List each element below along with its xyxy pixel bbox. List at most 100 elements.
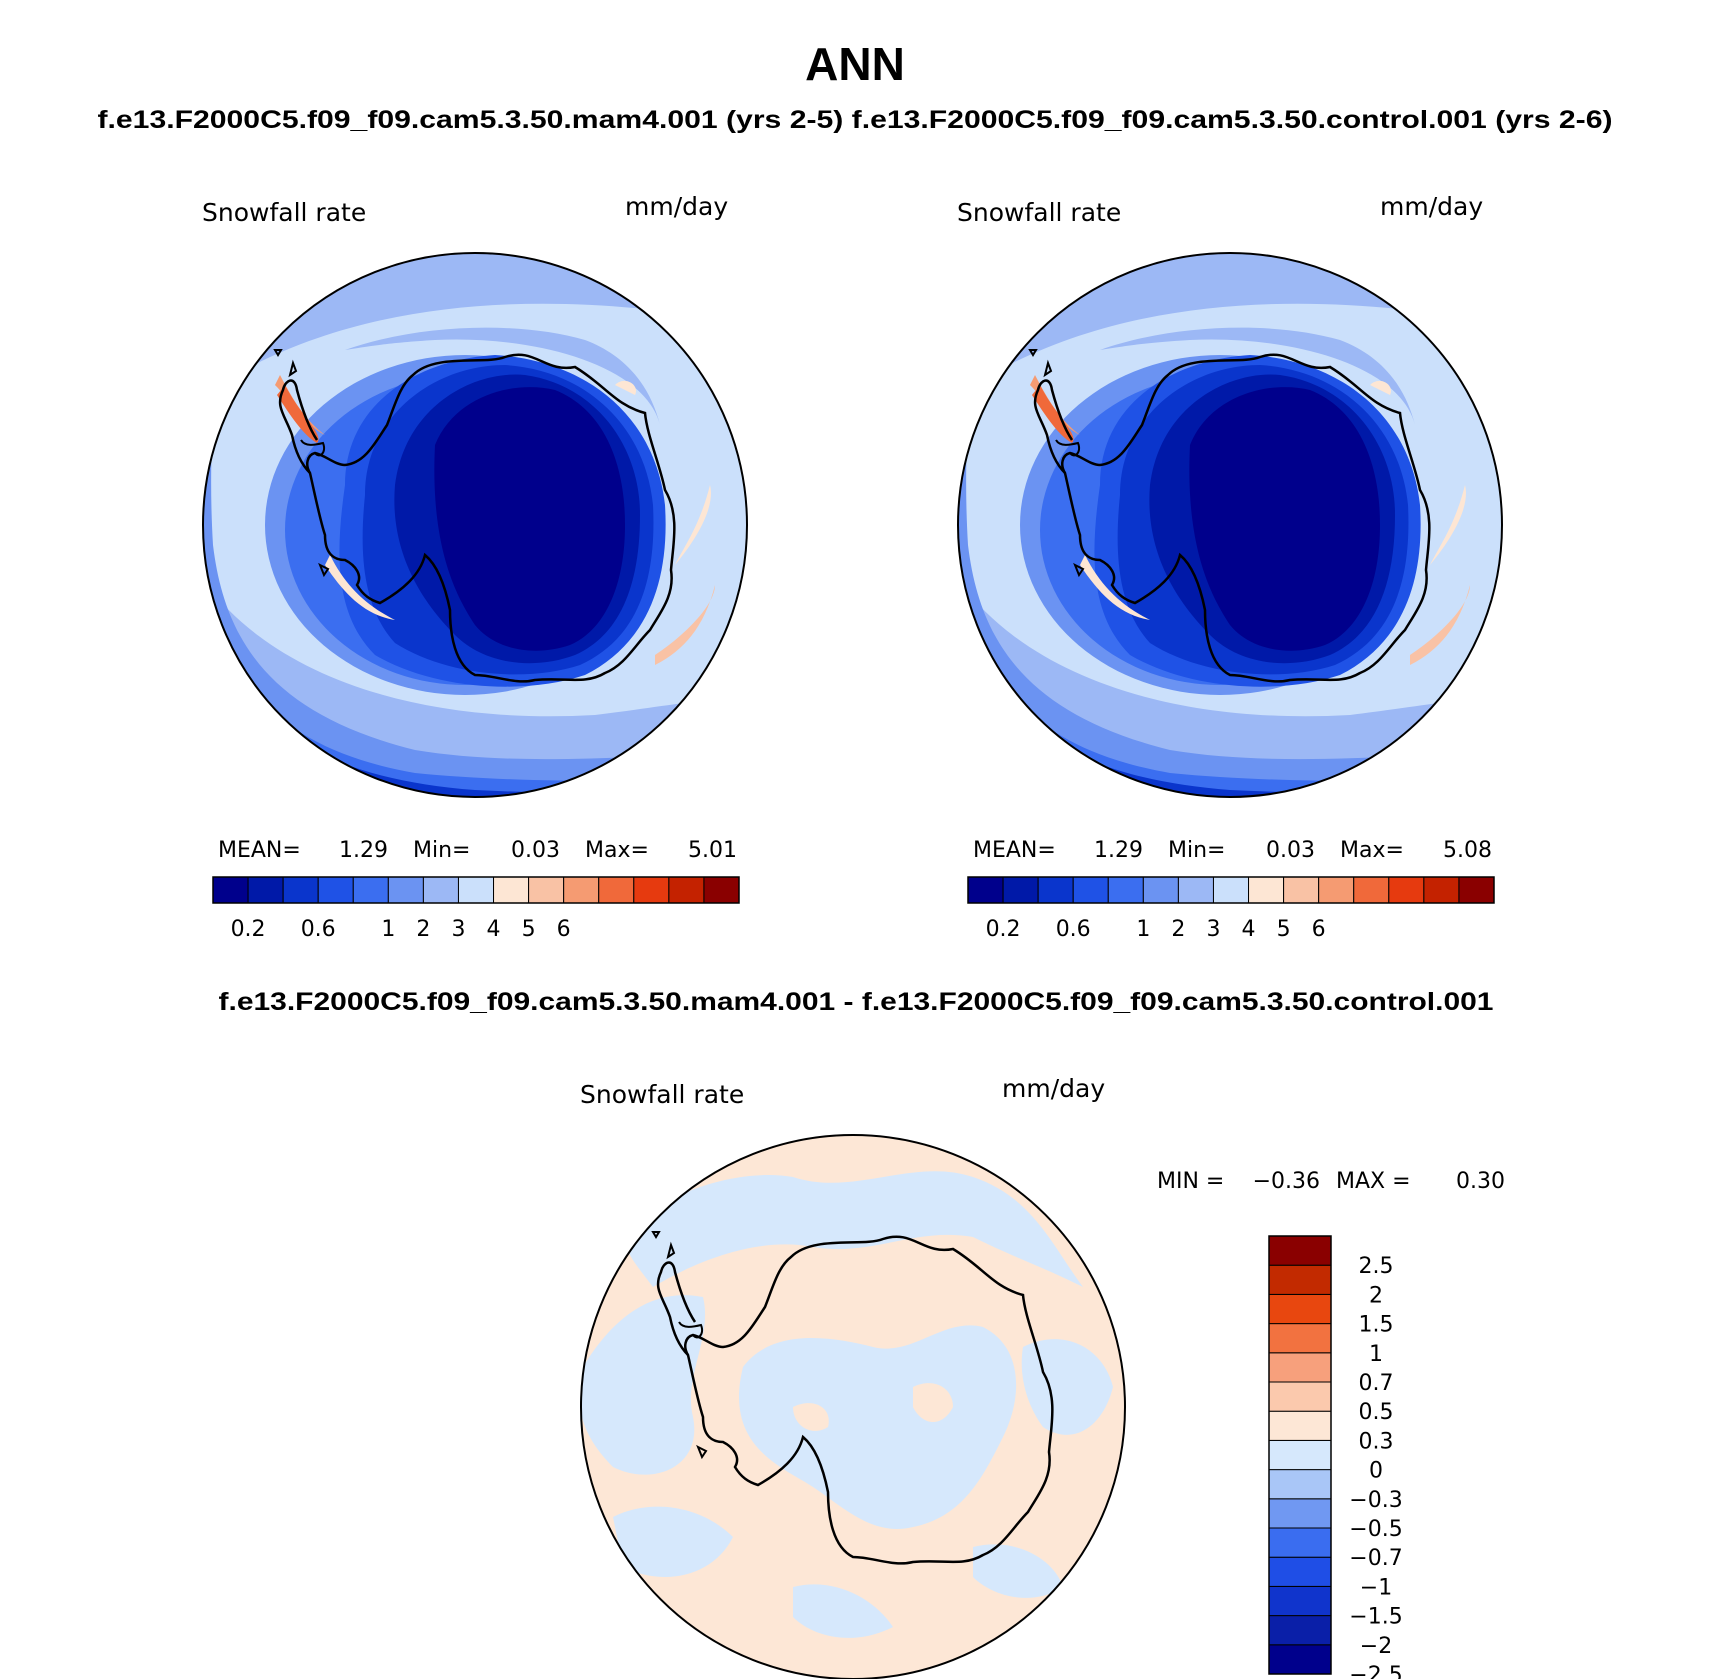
panel-diff-colorbar-swatch [1268, 1527, 1332, 1558]
panel-diff-max-value: 0.30 [1456, 1169, 1505, 1194]
panel-control-colorbar-frame [967, 876, 1495, 904]
panel-diff-colorbar-swatch [1268, 1644, 1332, 1675]
panel-diff-min-value: −0.36 [1253, 1169, 1320, 1194]
panel-control-colorbar-swatch [1212, 876, 1250, 904]
panel-mam4-colorbar-swatch [528, 876, 565, 904]
panel-control-colorbar-swatch [1072, 876, 1109, 904]
diff-header-title: f.e13.F2000C5.f09_f09.cam5.3.50.mam4.001… [219, 988, 1494, 1016]
panel-control-colorbar-swatch [967, 876, 1004, 904]
panel-control-mean-value: 1.29 [1094, 838, 1143, 863]
panel-mam4-colorbar-swatch [668, 876, 705, 904]
panel-mam4-colorbar-swatch [212, 876, 249, 904]
panel-mam4-colorbar-tick-label: 0.6 [301, 917, 336, 942]
panel-mam4-variable: Snowfall rate [202, 198, 366, 227]
panel-control-min-value: 0.03 [1266, 838, 1315, 863]
panel-diff-colorbar-tick-label: 1.5 [1359, 1313, 1394, 1338]
panel-diff-colorbar-swatch [1268, 1352, 1332, 1383]
panel-diff-units: mm/day [1002, 1074, 1105, 1103]
panel-control-colorbar-swatch [1037, 876, 1074, 904]
panel-control-colorbar-swatch [1318, 876, 1355, 904]
panel-mam4-colorbar-tick-label: 4 [487, 917, 501, 942]
panel-mam4-colorbar-swatch [352, 876, 389, 904]
panel-mam4-mean-label: MEAN= [218, 838, 301, 863]
panel-diff-variable: Snowfall rate [580, 1080, 744, 1109]
panel-mam4-colorbar-swatch [563, 876, 600, 904]
panel-diff-colorbar-swatch [1268, 1469, 1332, 1500]
panel-diff-colorbar-tick-label: 0 [1369, 1459, 1383, 1484]
panel-control-min-label: Min= [1168, 838, 1225, 863]
panel-mam4-min-value: 0.03 [511, 838, 560, 863]
panel-mam4-map-border [202, 252, 748, 798]
panel-control-colorbar-tick-label: 0.6 [1056, 917, 1091, 942]
panel-control-map-border [957, 252, 1503, 798]
panel-control-map [958, 253, 1502, 797]
panel-mam4-colorbar-swatch [317, 876, 354, 904]
panel-diff-colorbar-tick-label: 1 [1369, 1342, 1383, 1367]
panel-diff-map-border [580, 1134, 1126, 1679]
panel-control-colorbar-swatch [1353, 876, 1390, 904]
panel-control-colorbar: 0.2 0.6 1 2 3 4 5 6 [967, 876, 1495, 942]
panel-diff-colorbar-tick-label: 0.5 [1359, 1400, 1394, 1425]
panel-mam4-map [203, 253, 747, 797]
panel-diff-colorbar-tick-label: 0.7 [1359, 1371, 1394, 1396]
panel-mam4-colorbar-tick-label: 1 [381, 917, 395, 942]
panel-control-mean-label: MEAN= [973, 838, 1056, 863]
panel-mam4-colorbar-swatch [598, 876, 635, 904]
panel-diff-colorbar-swatch [1268, 1381, 1332, 1412]
panel-control-stats: MEAN= 1.29 Min= 0.03 Max= 5.08 [973, 838, 1492, 863]
panel-control-colorbar-swatch [1388, 876, 1425, 904]
panel-control-colorbar-swatch [1142, 876, 1179, 904]
panel-diff-colorbar-tick-label: −1 [1360, 1575, 1392, 1600]
panel-control-colorbar-swatch [1248, 876, 1285, 904]
panel-diff-colorbar-tick-label: −0.5 [1349, 1517, 1402, 1542]
panel-diff-colorbar-swatch [1268, 1293, 1332, 1325]
panel-diff-colorbar-frame [1268, 1235, 1332, 1675]
panel-control-colorbar-swatch [1423, 876, 1460, 904]
panel-control-colorbar-swatch [1283, 876, 1320, 904]
panel-diff-colorbar-swatch [1268, 1264, 1332, 1295]
panel-diff-max-label: MAX = [1336, 1169, 1411, 1194]
panel-diff-colorbar-swatch [1268, 1498, 1332, 1529]
panel-mam4-units: mm/day [625, 192, 728, 221]
panel-mam4-stats: MEAN= 1.29 Min= 0.03 Max= 5.01 [218, 838, 737, 863]
panel-diff-colorbar: 2.5 2 1.5 1 0.7 0.5 0.3 0 −0.3 −0.5 −0.7 −1 −1.5 −2 −2… [1268, 1235, 1403, 1679]
panel-mam4-colorbar-swatch [247, 876, 284, 904]
panel-diff-colorbar-tick-label: 2 [1369, 1283, 1383, 1308]
panel-mam4-colorbar-swatch [633, 876, 670, 904]
panel-diff-colorbar-tick-label: −1.5 [1349, 1605, 1402, 1630]
panel-control-colorbar-tick-label: 6 [1312, 917, 1326, 942]
panel-diff-colorbar-swatch [1268, 1235, 1332, 1266]
panel-mam4-mean-value: 1.29 [339, 838, 388, 863]
panel-diff-colorbar-tick-label: −0.7 [1349, 1546, 1402, 1571]
panel-control-colorbar-tick-label: 4 [1242, 917, 1256, 942]
panel-control-colorbar-tick-label: 2 [1171, 917, 1185, 942]
panel-mam4-max-label: Max= [585, 838, 649, 863]
panel-diff-colorbar-swatch [1268, 1556, 1332, 1587]
panel-mam4-min-label: Min= [413, 838, 470, 863]
panel-diff-colorbar-swatch [1268, 1615, 1332, 1646]
panel-mam4-max-value: 5.01 [688, 838, 737, 863]
panel-mam4-colorbar: 0.2 0.6 1 2 3 4 5 6 [212, 876, 740, 942]
panel-mam4-colorbar-swatch [703, 876, 740, 904]
panel-diff-colorbar-swatch [1268, 1585, 1332, 1617]
panel-diff-colorbar-tick-label: −0.3 [1349, 1488, 1402, 1513]
panel-diff-map [581, 1135, 1125, 1679]
panel-control-colorbar-tick-label: 5 [1277, 917, 1291, 942]
panel-diff: Snowfall rate mm/day MIN = −0.36 MAX = [580, 1074, 1505, 1679]
panel-control-colorbar-tick-label: 3 [1206, 917, 1220, 942]
panel-diff-colorbar-swatch [1268, 1439, 1332, 1471]
panel-diff-colorbar-swatch [1268, 1323, 1332, 1354]
panel-mam4-colorbar-tick-label: 0.2 [231, 917, 266, 942]
panel-mam4-colorbar-swatch [282, 876, 319, 904]
panel-mam4-colorbar-swatch [493, 876, 530, 904]
panel-mam4-colorbar-swatch [457, 876, 495, 904]
panel-mam4-colorbar-tick-label: 5 [522, 917, 536, 942]
panel-control-colorbar-swatch [1458, 876, 1495, 904]
panel-control-colorbar-tick-label: 1 [1136, 917, 1150, 942]
season-title: ANN [805, 38, 905, 90]
panel-control-max-value: 5.08 [1443, 838, 1492, 863]
panel-control-max-label: Max= [1340, 838, 1404, 863]
panel-diff-colorbar-tick-label: −2 [1360, 1634, 1392, 1659]
panel-control-variable: Snowfall rate [957, 198, 1121, 227]
